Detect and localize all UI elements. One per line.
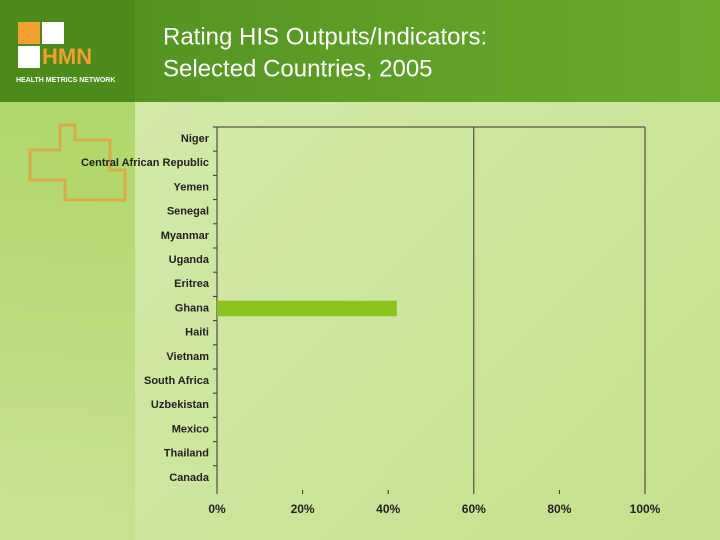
y-tick-label: Uzbekistan [151,399,209,411]
y-tick-label: Haiti [185,327,209,339]
y-tick-label: Vietnam [166,351,209,363]
y-tick-label: Thailand [164,448,209,460]
x-tick-label: 20% [291,502,315,516]
x-tick-label: 100% [630,502,661,516]
logo-name: HEALTH METRICS NETWORK [16,77,115,84]
y-tick-label: Ghana [175,302,210,314]
map-decoration [28,123,127,202]
bar [217,300,397,317]
y-tick-label: Uganda [169,254,210,266]
x-tick-label: 0% [208,502,226,516]
y-tick-label: Yemen [174,181,210,193]
logo-icon [18,46,40,68]
logo-icon [18,22,40,44]
logo-icon [42,22,64,44]
y-tick-label: Senegal [167,206,209,218]
title-line: Selected Countries, 2005 [163,55,433,82]
x-tick-label: 40% [376,502,400,516]
x-tick-label: 60% [462,502,486,516]
y-tick-label: Canada [169,472,210,484]
y-tick-label: Myanmar [161,230,210,242]
y-tick-label: Eritrea [174,278,210,290]
y-tick-label: Niger [181,133,210,145]
y-tick-label: South Africa [144,375,210,387]
title-line: Rating HIS Outputs/Indicators: [163,23,487,50]
y-tick-label: Mexico [172,423,210,435]
x-tick-label: 80% [547,502,571,516]
y-tick-label: Central African Republic [81,157,209,169]
logo-acronym: HMN [42,44,92,69]
